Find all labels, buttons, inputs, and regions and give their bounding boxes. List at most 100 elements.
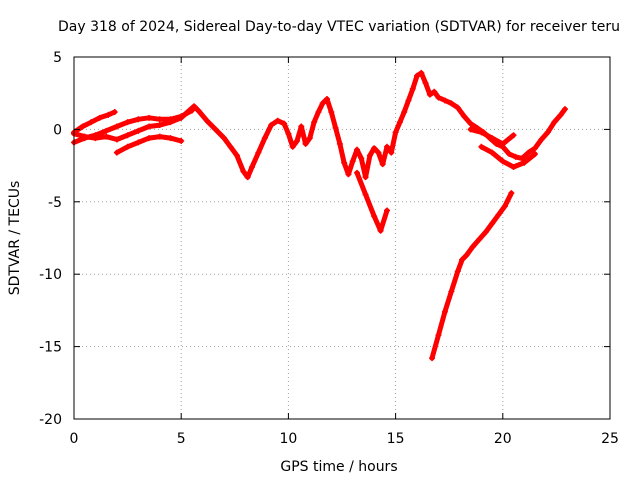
data-point bbox=[405, 97, 412, 104]
data-point bbox=[302, 140, 309, 147]
data-point bbox=[362, 191, 369, 198]
data-point bbox=[328, 109, 335, 116]
data-point bbox=[336, 140, 343, 147]
data-point bbox=[392, 129, 399, 136]
data-point bbox=[135, 116, 142, 123]
data-point bbox=[478, 129, 485, 136]
data-point bbox=[448, 100, 455, 107]
data-point bbox=[135, 139, 142, 146]
data-point bbox=[489, 220, 496, 227]
x-tick-label: 15 bbox=[387, 431, 405, 447]
data-point bbox=[188, 107, 195, 114]
data-point bbox=[454, 268, 461, 275]
data-point bbox=[345, 171, 352, 178]
data-point bbox=[499, 158, 506, 165]
data-point bbox=[531, 145, 538, 152]
data-point bbox=[323, 95, 330, 102]
y-tick-label: 0 bbox=[53, 122, 62, 138]
data-point bbox=[469, 243, 476, 250]
data-point bbox=[525, 149, 532, 156]
data-point bbox=[384, 207, 391, 214]
x-tick-label: 25 bbox=[601, 431, 619, 447]
data-point bbox=[401, 109, 408, 116]
data-point bbox=[489, 135, 496, 142]
data-point bbox=[495, 211, 502, 218]
data-point bbox=[332, 124, 339, 131]
data-point bbox=[510, 132, 517, 139]
data-point bbox=[311, 119, 318, 126]
data-point bbox=[429, 355, 436, 362]
data-point bbox=[248, 164, 255, 171]
data-point bbox=[315, 109, 322, 116]
x-tick-label: 5 bbox=[177, 431, 186, 447]
data-point bbox=[508, 190, 515, 197]
data-point bbox=[501, 203, 508, 210]
y-axis-label: SDTVAR / TECUs bbox=[7, 181, 23, 296]
data-point bbox=[377, 227, 384, 234]
data-point bbox=[195, 107, 202, 114]
data-point bbox=[375, 149, 382, 156]
data-point bbox=[358, 155, 365, 162]
data-point bbox=[306, 135, 313, 142]
data-point bbox=[103, 133, 110, 140]
data-point bbox=[362, 174, 369, 181]
y-tick-label: -20 bbox=[39, 412, 62, 428]
data-point bbox=[441, 97, 448, 104]
data-point bbox=[113, 123, 120, 130]
data-point bbox=[366, 152, 373, 159]
data-point bbox=[354, 146, 361, 153]
data-point bbox=[124, 143, 131, 150]
data-point bbox=[454, 104, 461, 111]
data-point bbox=[418, 69, 425, 76]
data-point bbox=[146, 123, 153, 130]
data-point bbox=[124, 132, 131, 139]
data-point bbox=[557, 111, 564, 118]
series-late-lower-branch bbox=[478, 143, 538, 171]
data-point bbox=[261, 135, 268, 142]
data-point bbox=[482, 229, 489, 236]
y-tick-label: 5 bbox=[53, 50, 62, 66]
data-point bbox=[435, 94, 442, 101]
data-point bbox=[426, 91, 433, 98]
data-point bbox=[538, 136, 545, 143]
y-tick-label: -5 bbox=[48, 195, 62, 211]
data-point bbox=[221, 135, 228, 142]
data-point bbox=[467, 120, 474, 127]
data-point bbox=[499, 140, 506, 147]
series-trace bbox=[478, 144, 538, 170]
series-lower-branch-early bbox=[113, 133, 185, 156]
data-point bbox=[113, 136, 120, 143]
data-point bbox=[167, 116, 174, 123]
x-tick-label: 10 bbox=[279, 431, 297, 447]
data-point bbox=[178, 113, 185, 120]
data-point bbox=[156, 116, 163, 123]
series-trace bbox=[429, 190, 514, 361]
data-point bbox=[396, 119, 403, 126]
data-point bbox=[178, 137, 185, 144]
data-point bbox=[105, 111, 112, 118]
data-point bbox=[489, 149, 496, 156]
data-point bbox=[431, 88, 438, 95]
data-point bbox=[281, 120, 288, 127]
data-point bbox=[435, 332, 442, 339]
x-tick-label: 20 bbox=[494, 431, 512, 447]
data-point bbox=[349, 158, 356, 165]
data-point bbox=[341, 159, 348, 166]
data-point bbox=[111, 109, 118, 116]
data-point bbox=[409, 85, 416, 92]
data-point bbox=[371, 145, 378, 152]
data-point bbox=[467, 126, 474, 133]
data-point bbox=[156, 133, 163, 140]
data-point bbox=[92, 132, 99, 139]
data-point bbox=[476, 236, 483, 243]
data-point bbox=[354, 169, 361, 176]
data-point bbox=[388, 149, 395, 156]
data-point bbox=[512, 153, 519, 160]
data-point bbox=[244, 174, 251, 181]
series-upper-branch-early bbox=[71, 109, 118, 136]
data-point bbox=[79, 123, 86, 130]
data-point bbox=[240, 168, 247, 175]
tick-layer: 0 5 10 15 20 25 -20 -15 -10 -5 0 5 bbox=[39, 50, 619, 447]
data-point bbox=[441, 308, 448, 315]
data-point bbox=[203, 117, 210, 124]
